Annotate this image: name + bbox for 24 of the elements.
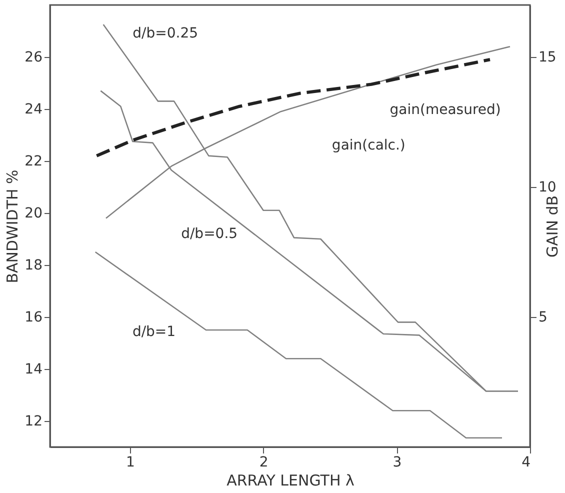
x-tick-label: 4 (522, 454, 531, 470)
text: gain(calc.) (332, 138, 406, 154)
series-label: gain(measured) (390, 102, 501, 118)
y-tick-label: 24 (24, 102, 43, 118)
series-label: d/b=0.5 (181, 226, 238, 242)
line-series (94, 251, 503, 439)
y-tick-label: 22 (24, 154, 42, 170)
y2-tick-label: 10 (538, 180, 556, 196)
x-tick-label: 3 (392, 454, 402, 470)
y-tick-label: 14 (24, 362, 43, 378)
x-tick-label: 2 (259, 454, 268, 470)
y-tick-label: 18 (24, 258, 42, 274)
y-axis-title: BANDWIDTH % (4, 170, 22, 284)
y-tick-label: 12 (24, 414, 42, 430)
y-tick-label: 16 (24, 310, 43, 326)
y-tick-label: 20 (24, 206, 42, 222)
series-label: d/b=1 (132, 324, 176, 340)
series-label: d/b=0.25 (132, 26, 198, 42)
y2-tick-label: 5 (538, 310, 548, 326)
y2-tick-label: 15 (538, 50, 556, 66)
x-tick-label: 1 (126, 454, 135, 470)
y2-axis-title: GAIN dB (543, 195, 562, 258)
x-axis-title: ARRAY LENGTH λ (226, 472, 354, 490)
y-tick-label: 26 (24, 50, 43, 66)
